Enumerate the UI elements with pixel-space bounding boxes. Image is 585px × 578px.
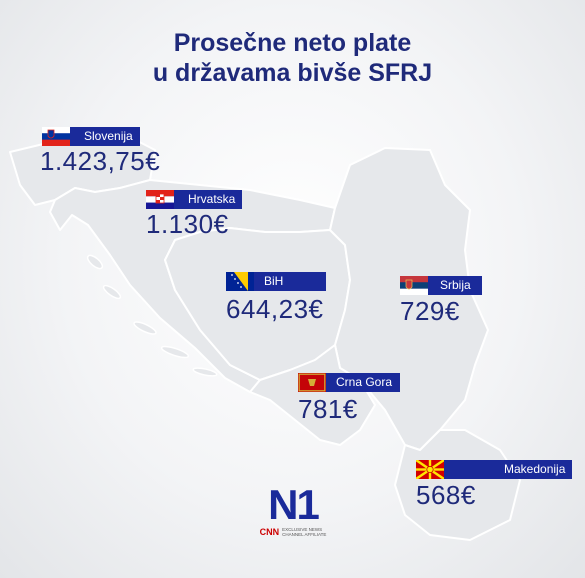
country-label-serbia: Srbija bbox=[400, 276, 482, 295]
country-name-macedonia: Makedonija bbox=[504, 462, 566, 476]
n1-logo: N1 CNN EXCLUSIVE NEWS CHANNEL AFFILIATE bbox=[258, 481, 328, 538]
map-island bbox=[192, 367, 218, 377]
macedonia-flag-icon bbox=[416, 460, 444, 479]
bih-flag-icon bbox=[226, 272, 254, 291]
affiliate-line-2: CHANNEL AFFILIATE bbox=[282, 532, 327, 537]
country-name-slovenia: Slovenija bbox=[84, 129, 133, 143]
salary-slovenia: 1.423,75€ bbox=[40, 146, 161, 176]
salary-macedonia: 568€ bbox=[416, 480, 476, 510]
map-island bbox=[102, 284, 122, 300]
serbia-flag-icon bbox=[400, 276, 428, 295]
country-name-serbia: Srbija bbox=[440, 278, 471, 292]
country-label-croatia: Hrvatska bbox=[146, 190, 242, 209]
country-name-croatia: Hrvatska bbox=[188, 192, 236, 206]
salary-bih: 644,23€ bbox=[226, 294, 324, 324]
map-region-montenegro bbox=[249, 344, 376, 446]
cnn-affiliate-line: CNN EXCLUSIVE NEWS CHANNEL AFFILIATE bbox=[258, 527, 328, 537]
title-line-2: u državama bivše SFRJ bbox=[152, 59, 433, 87]
country-label-slovenia: Slovenija bbox=[42, 127, 140, 146]
country-label-montenegro: Crna Gora bbox=[298, 373, 400, 392]
n1-logo-mark: N1 bbox=[268, 481, 320, 528]
salary-montenegro: 781€ bbox=[298, 394, 358, 424]
montenegro-flag-icon bbox=[298, 373, 326, 392]
cnn-logo: CNN bbox=[259, 527, 280, 537]
affiliate-line-1: EXCLUSIVE NEWS bbox=[282, 527, 323, 532]
country-label-macedonia: Makedonija bbox=[416, 460, 572, 479]
title-line-1: Prosečne neto plate bbox=[173, 29, 412, 57]
salary-croatia: 1.130€ bbox=[146, 209, 229, 239]
slovenia-flag-icon bbox=[42, 127, 70, 146]
croatia-flag-icon bbox=[146, 190, 174, 209]
map-island bbox=[86, 254, 104, 270]
country-name-bih: BiH bbox=[264, 274, 284, 288]
country-name-montenegro: Crna Gora bbox=[336, 375, 393, 389]
map-region-macedonia bbox=[394, 429, 521, 541]
affiliate-text: EXCLUSIVE NEWS CHANNEL AFFILIATE bbox=[282, 527, 326, 537]
salary-serbia: 729€ bbox=[400, 296, 460, 326]
country-label-bih: BiH bbox=[226, 272, 326, 291]
map-island bbox=[160, 345, 190, 359]
map-island bbox=[133, 321, 157, 335]
